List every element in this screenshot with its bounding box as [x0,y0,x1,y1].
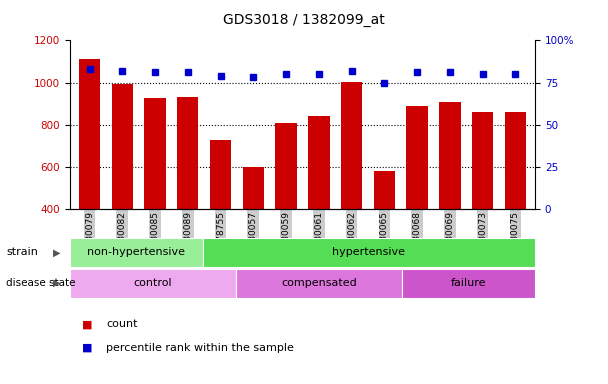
Bar [402,269,535,298]
Bar [203,238,535,267]
Bar [439,101,460,294]
Bar [472,112,493,294]
Bar [505,112,526,294]
Bar [243,167,264,294]
Bar [112,84,133,294]
Bar [236,269,402,298]
Text: ■: ■ [82,343,92,353]
Text: percentile rank within the sample: percentile rank within the sample [106,343,294,353]
Text: ▶: ▶ [54,278,61,288]
Text: count: count [106,319,138,329]
Bar [341,81,362,294]
Text: control: control [134,278,172,288]
Text: compensated: compensated [282,278,357,288]
Bar [407,106,428,294]
Text: hypertensive: hypertensive [333,247,406,258]
Bar [308,116,330,294]
Text: disease state: disease state [6,278,75,288]
Text: non-hypertensive: non-hypertensive [88,247,185,258]
Text: GDS3018 / 1382099_at: GDS3018 / 1382099_at [223,13,385,27]
Text: failure: failure [451,278,486,288]
Bar [275,123,297,294]
Bar [374,171,395,294]
Text: strain: strain [6,247,38,258]
Text: ■: ■ [82,319,92,329]
Bar [177,98,198,294]
Bar [70,238,203,267]
Bar [145,98,166,294]
Text: ▶: ▶ [54,247,61,258]
Bar [210,140,231,294]
Bar [79,59,100,294]
Bar [70,269,236,298]
